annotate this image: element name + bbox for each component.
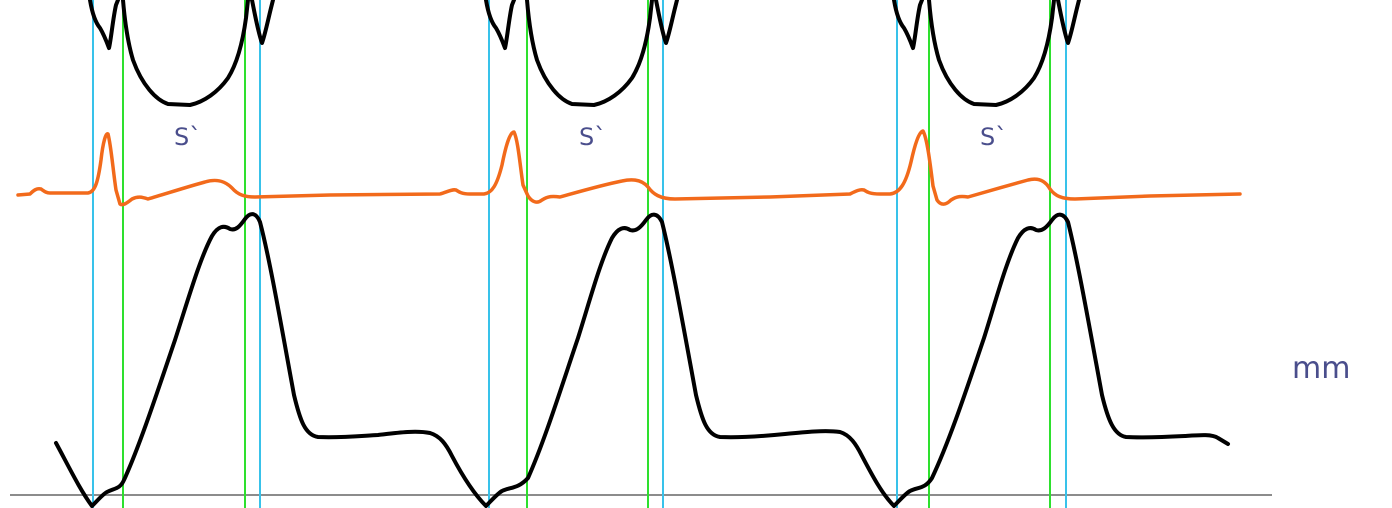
ecg-trace (16, 129, 1242, 207)
upper-loop-cycle-1 (88, 0, 275, 107)
upper-loop-cycle-3 (892, 0, 1081, 107)
unit-label: mm (1292, 351, 1350, 386)
wave-label-cycle-1: S` (174, 123, 201, 151)
mechanical-trace (54, 212, 1230, 508)
wave-label-cycle-2: S` (579, 123, 606, 151)
wave-label-cycle-3: S` (980, 123, 1007, 151)
upper-loop-cycle-2 (484, 0, 679, 107)
interval-markers-cycle-1 (92, 0, 261, 508)
upper-trace (88, 0, 1081, 107)
interval-markers-cycle-3 (896, 0, 1067, 508)
interval-markers-cycle-2 (488, 0, 664, 508)
